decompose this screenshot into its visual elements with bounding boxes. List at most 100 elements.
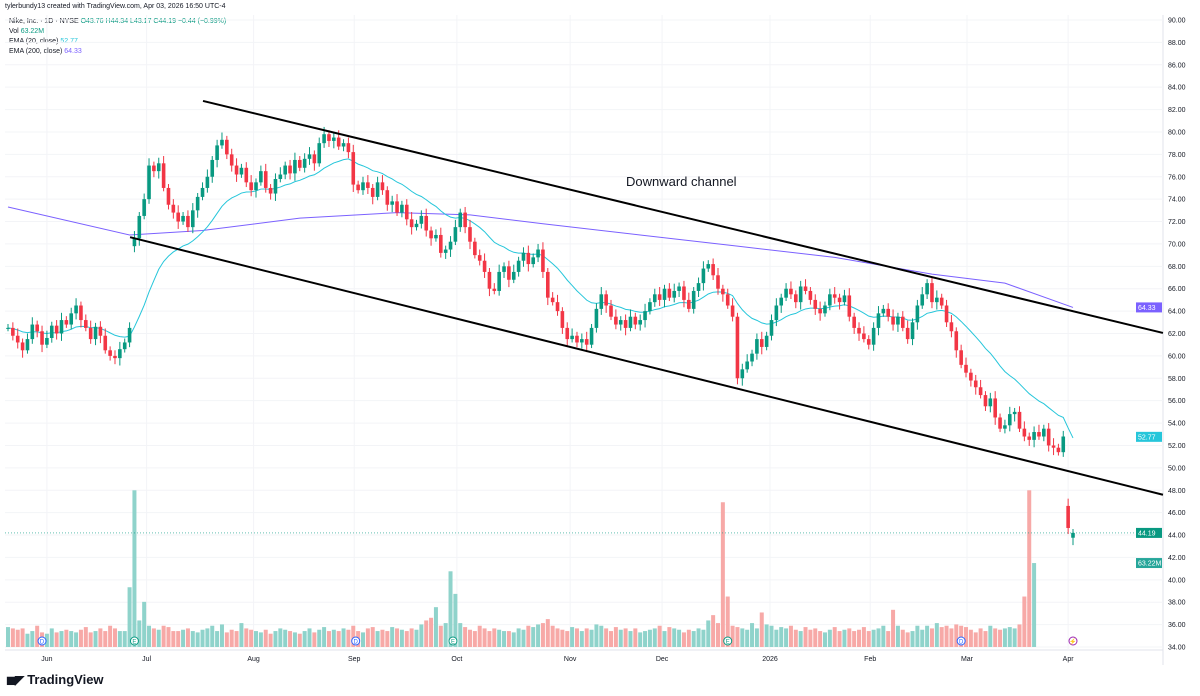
volume-bar <box>215 631 220 647</box>
volume-bar <box>822 632 827 647</box>
candle-body <box>521 252 526 261</box>
y-tick-label: 40.00 <box>1168 577 1186 584</box>
candle-body <box>973 380 978 388</box>
candle-body <box>341 143 346 147</box>
volume-bar <box>137 620 142 647</box>
volume-bar <box>83 627 88 647</box>
candle-body <box>750 353 754 362</box>
volume-bar <box>375 631 380 647</box>
volume-bar <box>506 631 511 647</box>
volume-bar <box>881 625 886 647</box>
candle-body <box>735 316 740 379</box>
candle-body <box>259 171 263 183</box>
volume-bar <box>920 629 925 647</box>
volume-bar <box>151 628 156 647</box>
candle-body <box>312 154 317 164</box>
candle-body <box>458 212 463 228</box>
event-marker-label: E <box>451 640 455 646</box>
volume-bar <box>764 624 769 647</box>
candle-body <box>915 305 920 323</box>
volume-bar <box>210 625 215 647</box>
volume-bar <box>604 628 609 647</box>
candle-body <box>351 152 356 185</box>
candle-body <box>633 316 638 325</box>
y-tick-label: 80.00 <box>1168 129 1186 136</box>
volume-bar <box>555 628 560 647</box>
close: C44.19 <box>153 18 176 25</box>
candle-body <box>370 187 375 197</box>
candle-body <box>1051 445 1056 448</box>
candle-body <box>891 316 895 325</box>
volume-bar <box>579 631 584 647</box>
candle-body <box>317 143 322 164</box>
event-marker-label: D <box>354 640 359 646</box>
volume-bar <box>784 628 789 647</box>
event-marker-icon <box>351 636 361 646</box>
volume-bar <box>827 629 832 647</box>
candle-body <box>210 159 215 177</box>
ema200-row[interactable]: EMA (200, close) 64.33 <box>9 47 226 57</box>
candle-body <box>220 139 224 146</box>
volume-bar <box>696 628 701 647</box>
candle-body <box>64 320 69 325</box>
ema200-label: EMA (200, close) <box>9 48 63 55</box>
candle-body <box>25 339 30 351</box>
vol-label: Vol <box>9 28 19 35</box>
candle-body <box>273 178 278 194</box>
volume-bar <box>467 629 472 647</box>
ema20-price-tag-bg <box>1136 431 1162 442</box>
ema200-line <box>7 206 1074 308</box>
volume-bar <box>842 629 847 647</box>
volume-tag-bg <box>1136 558 1162 569</box>
candle-body <box>584 339 589 345</box>
volume-bar <box>949 628 954 647</box>
candle-body <box>604 294 608 306</box>
change: −0.44 (−0.99%) <box>177 18 227 25</box>
volume-bar <box>1002 628 1007 647</box>
candle-body <box>779 297 784 306</box>
candle-body <box>730 305 735 317</box>
candle-body <box>580 339 584 343</box>
candle-body <box>6 327 10 329</box>
ema20-row[interactable]: EMA (20, close) 52.77 <box>9 37 226 47</box>
ema200-price-tag: 64.33 <box>1138 305 1156 312</box>
y-tick-label: 88.00 <box>1168 40 1186 47</box>
volume-bar <box>895 625 900 647</box>
volume-bar <box>939 627 944 647</box>
candle-body <box>1017 411 1022 429</box>
volume-bar <box>229 629 234 647</box>
volume-bar <box>127 587 132 647</box>
x-tick-label: Jun <box>41 656 52 663</box>
volume-bar <box>93 631 98 647</box>
volume-bar <box>54 632 59 647</box>
candle-body <box>657 294 662 300</box>
candle-body <box>526 252 531 265</box>
volume-bar <box>803 627 808 647</box>
volume-row[interactable]: Vol 63.22M <box>9 27 226 37</box>
volume-bar <box>360 632 365 647</box>
volume-bar <box>715 623 720 647</box>
candle-body <box>857 327 861 334</box>
candle-body <box>88 327 93 340</box>
volume-bar <box>978 628 983 647</box>
trend-line <box>202 99 1164 334</box>
candle-body <box>473 241 477 256</box>
volume-bar <box>1007 627 1012 647</box>
last-price-tag: 44.19 <box>1138 530 1156 537</box>
tradingview-logo[interactable]: ◼◤ TradingView <box>6 672 104 687</box>
volume-bar <box>536 624 541 647</box>
candle-body <box>998 417 1002 429</box>
chart-legend: Nike, Inc. · 1D · NYSE O43.76 H44.34 L43… <box>9 17 226 57</box>
candle-body <box>623 320 628 328</box>
candle-body <box>166 187 171 205</box>
candle-body <box>896 316 900 325</box>
volume-bar <box>798 631 803 647</box>
volume-bar <box>244 628 249 647</box>
volume-bar <box>667 627 672 647</box>
symbol[interactable]: Nike, Inc. · 1D · NYSE <box>9 18 79 25</box>
volume-bar <box>526 625 531 647</box>
volume-bar <box>477 625 482 647</box>
volume-bar <box>88 632 93 647</box>
candle-body <box>745 361 749 370</box>
